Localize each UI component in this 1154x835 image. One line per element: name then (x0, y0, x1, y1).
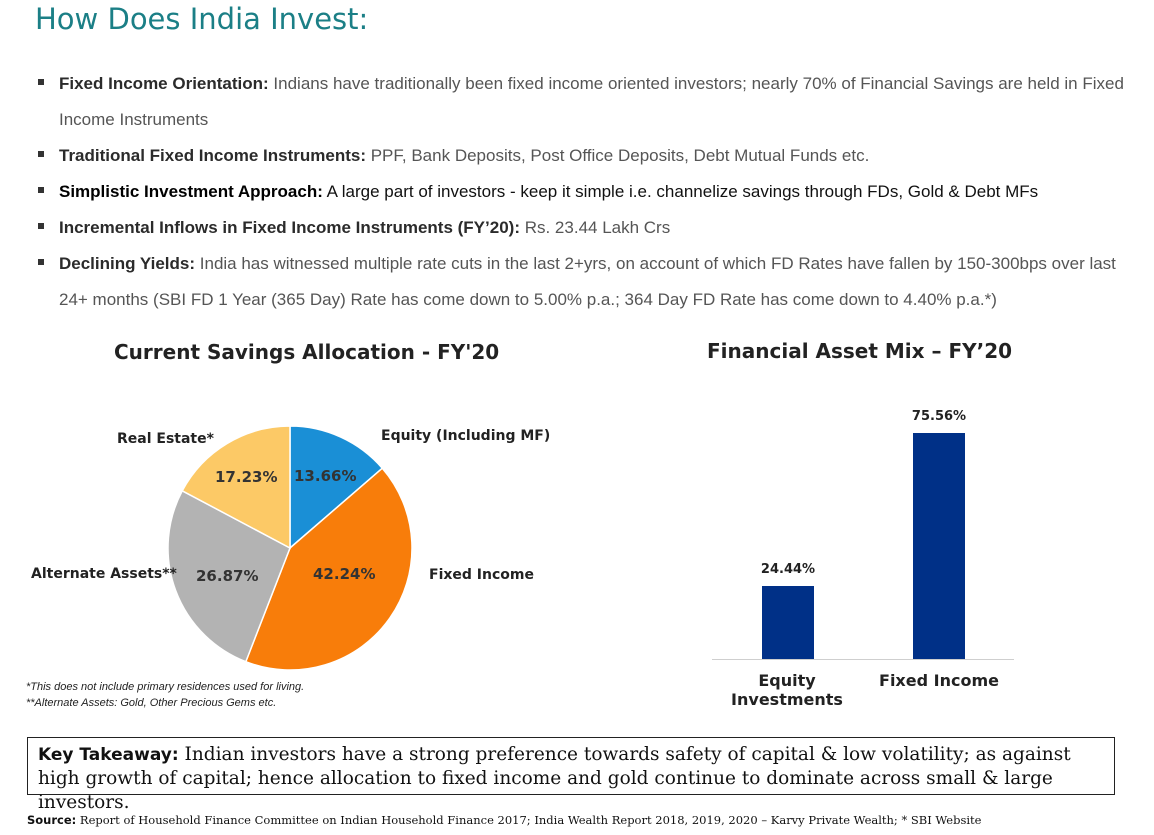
bullet-list: Fixed Income Orientation: Indians have t… (36, 66, 1136, 318)
key-takeaway-text: Indian investors have a strong preferenc… (38, 744, 1071, 813)
bullet-text: Rs. 23.44 Lakh Crs (519, 218, 671, 237)
bullet-heading: Fixed Income Orientation: (59, 74, 269, 93)
bullet-item: Incremental Inflows in Fixed Income Inst… (36, 210, 1136, 246)
bullet-item: Simplistic Investment Approach: A large … (36, 174, 1136, 210)
pie-label-alternate-assets: Alternate Assets** (31, 566, 177, 582)
bullet-text: Indians have traditionally been fixed in… (59, 74, 1124, 129)
bullet-heading: Simplistic Investment Approach: (59, 182, 323, 201)
footnote-real-estate: *This does not include primary residence… (26, 681, 305, 693)
pie-chart-title: Current Savings Allocation - FY'20 (114, 340, 500, 364)
bar-equity-investments (762, 585, 814, 659)
pie-label-equity: Equity (Including MF) (381, 428, 551, 444)
source-note: Source: Report of Household Finance Comm… (27, 813, 981, 827)
bullet-text: PPF, Bank Deposits, Post Office Deposits… (366, 146, 870, 165)
bar-value-fixed-income: 75.56% (911, 409, 967, 424)
pie-label-real-estate: Real Estate* (117, 431, 214, 447)
page-title: How Does India Invest: (35, 2, 369, 36)
bar-chart-axis (712, 659, 1014, 660)
key-takeaway-heading: Key Takeaway: (38, 745, 179, 765)
pie-value-equity: 13.66% (294, 467, 357, 485)
source-heading: Source: (27, 813, 77, 827)
bar-chart-title: Financial Asset Mix – FY’20 (707, 339, 1013, 363)
pie-value-alternate-assets: 26.87% (196, 567, 259, 585)
bullet-heading: Incremental Inflows in Fixed Income Inst… (59, 218, 520, 237)
pie-slice-alternate-assets (167, 489, 291, 663)
source-text: Report of Household Finance Committee on… (76, 813, 982, 827)
bullet-heading: Declining Yields: (59, 254, 196, 273)
bar-value-equity-investments: 24.44% (760, 561, 816, 577)
bar-category-fixed-income: Fixed Income (879, 671, 999, 690)
key-takeaway-box: Key Takeaway: Indian investors have a st… (27, 737, 1115, 813)
bar-fixed-income (913, 433, 965, 659)
pie-value-fixed-income: 42.24% (313, 565, 376, 583)
footnote-alternate-assets: **Alternate Assets: Gold, Other Precious… (26, 697, 277, 709)
pie-value-real-estate: 17.23% (215, 468, 278, 486)
bullet-item: Declining Yields: India has witnessed mu… (36, 246, 1136, 318)
bar-category-equity-investments: Equity Investments (731, 671, 843, 709)
bullet-text: A large part of investors - keep it simp… (322, 182, 1039, 201)
bullet-item: Fixed Income Orientation: Indians have t… (36, 66, 1136, 138)
bullet-text: India has witnessed multiple rate cuts i… (59, 254, 1116, 309)
pie-chart (167, 425, 413, 671)
pie-slice-equity-including-mf (289, 425, 384, 550)
bullet-heading: Traditional Fixed Income Instruments: (59, 146, 366, 165)
pie-label-fixed-income: Fixed Income (429, 567, 534, 583)
pie-slice-fixed-income (244, 467, 413, 671)
bullet-item: Traditional Fixed Income Instruments: PP… (36, 138, 1136, 174)
pie-slice-real-estate (181, 425, 291, 550)
